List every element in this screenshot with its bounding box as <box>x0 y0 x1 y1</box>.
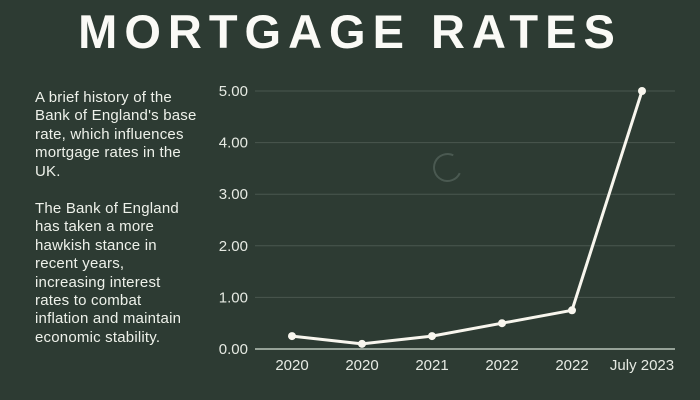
y-axis-tick-label: 4.00 <box>219 135 248 152</box>
y-axis-tick-label: 1.00 <box>219 289 248 306</box>
page-title: MORTGAGE RATES <box>78 5 622 58</box>
rate-line <box>290 89 644 346</box>
description-paragraph-1: A brief history of the Bank of England's… <box>35 89 197 180</box>
y-axis-tick-label: 2.00 <box>219 238 248 255</box>
x-axis-tick-label: July 2023 <box>610 357 674 374</box>
data-point-marker <box>638 87 646 95</box>
y-axis-tick-label: 5.00 <box>219 83 248 100</box>
x-axis-tick-label: 2020 <box>345 357 378 374</box>
y-axis-tick-label: 0.00 <box>219 341 248 358</box>
x-axis-tick-label: 2022 <box>485 357 518 374</box>
x-axis-tick-label: 2020 <box>275 357 308 374</box>
y-axis-tick-label: 3.00 <box>219 186 248 203</box>
x-axis-tick-label: 2022 <box>555 357 588 374</box>
data-point-marker <box>498 319 506 328</box>
data-point-marker <box>358 339 366 348</box>
x-axis-tick-label: 2021 <box>415 357 448 374</box>
description-paragraph-2: The Bank of England has taken a more haw… <box>35 200 182 346</box>
data-point-marker <box>428 332 436 341</box>
data-point-marker <box>568 306 576 315</box>
description-block: A brief history of the Bank of England's… <box>35 89 198 366</box>
data-point-marker <box>288 332 296 341</box>
